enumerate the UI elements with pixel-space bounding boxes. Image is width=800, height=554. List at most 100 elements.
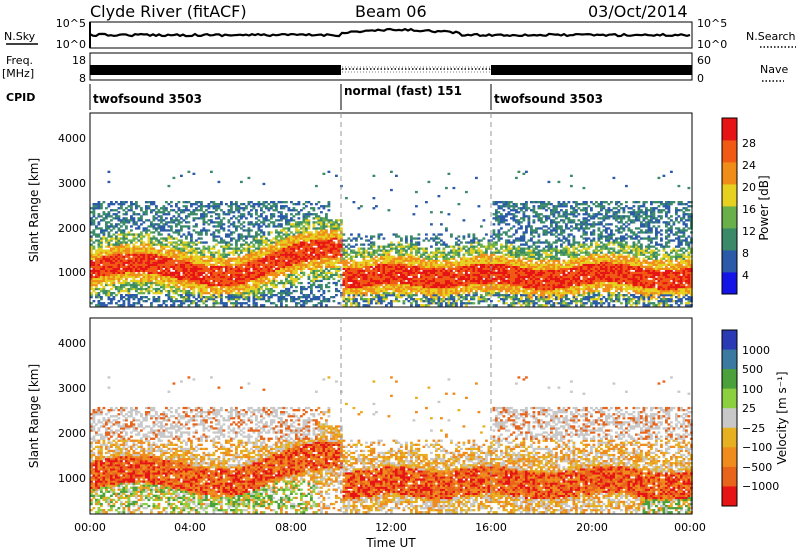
power-data-cell: [167, 211, 171, 214]
power-data-cell: [257, 281, 261, 285]
power-data-cell: [290, 239, 293, 242]
power-data-cell: [190, 249, 193, 252]
power-data-cell: [252, 271, 256, 274]
power-data-cell: [160, 281, 163, 285]
power-data-cell: [270, 253, 273, 256]
power-data-cell: [147, 273, 151, 277]
power-data-cell: [167, 281, 171, 285]
power-data-cell: [165, 223, 168, 226]
power-data-cell: [100, 241, 103, 244]
power-data-cell: [237, 283, 241, 287]
power-data-cell: [420, 287, 423, 291]
power-data-cell: [97, 273, 101, 277]
power-data-cell: [180, 229, 183, 232]
power-data-cell: [140, 281, 143, 285]
power-data-cell: [250, 259, 253, 262]
power-data-cell: [197, 267, 201, 270]
power-data-cell: [300, 241, 303, 244]
power-data-cell: [127, 261, 131, 264]
power-data-cell: [437, 304, 441, 307]
power-data-cell: [157, 253, 161, 256]
power-data-cell: [472, 255, 476, 258]
power-data-cell: [350, 292, 353, 295]
power-data-cell: [267, 207, 271, 210]
power-data-cell: [322, 237, 326, 240]
power-data-cell: [232, 285, 236, 289]
power-data-cell: [322, 275, 326, 279]
power-data-cell: [200, 217, 203, 220]
power-data-cell: [202, 255, 206, 258]
power-data-cell: [287, 219, 291, 222]
power-data-cell: [157, 283, 161, 287]
power-data-cell: [110, 300, 113, 303]
power-data-cell: [155, 298, 158, 301]
power-data-cell: [102, 255, 106, 258]
power-data-cell: [412, 298, 416, 301]
power-data-cell: [150, 257, 153, 260]
power-data-cell: [307, 275, 311, 279]
power-data-cell: [237, 271, 241, 274]
power-data-cell: [337, 227, 341, 230]
power-data-cell: [105, 265, 108, 268]
power-data-cell: [250, 235, 253, 238]
power-data-cell: [270, 207, 273, 210]
power-data-cell: [125, 247, 128, 250]
power-data-cell: [362, 273, 366, 277]
power-data-cell: [110, 259, 113, 262]
power-data-cell: [427, 267, 431, 270]
power-data-cell: [272, 273, 276, 277]
power-data-cell: [282, 237, 286, 240]
power-data-cell: [465, 245, 468, 248]
power-data-cell: [415, 249, 418, 252]
power-data-cell: [245, 261, 248, 264]
power-data-cell: [245, 263, 248, 266]
power-data-cell: [320, 241, 323, 244]
power-data-cell: [222, 241, 226, 244]
power-data-cell: [452, 253, 456, 256]
power-data-cell: [165, 261, 168, 264]
power-data-cell: [335, 265, 338, 268]
power-data-cell: [200, 251, 203, 254]
power-data-cell: [325, 243, 328, 246]
power-data-cell: [222, 281, 226, 285]
power-data-cell: [422, 249, 426, 252]
power-data-cell: [405, 298, 408, 301]
power-data-cell: [410, 235, 413, 238]
power-data-cell: [447, 261, 451, 264]
power-data-cell: [412, 213, 416, 216]
power-data-cell: [410, 247, 413, 250]
power-data-cell: [340, 243, 343, 246]
power-data-cell: [137, 287, 141, 291]
power-data-cell: [452, 255, 456, 258]
power-data-cell: [307, 239, 311, 242]
power-data-cell: [412, 279, 416, 283]
power-data-cell: [440, 211, 443, 214]
power-data-cell: [275, 241, 278, 244]
power-data-cell: [380, 269, 383, 272]
power-data-cell: [117, 300, 121, 303]
power-data-cell: [145, 283, 148, 287]
power-data-cell: [225, 289, 228, 293]
power-data-cell: [240, 287, 243, 291]
power-data-cell: [260, 213, 263, 216]
power-data-cell: [297, 302, 301, 305]
power-data-cell: [245, 302, 248, 305]
power-data-cell: [112, 251, 116, 254]
power-data-cell: [310, 261, 313, 264]
power-data-cell: [262, 203, 266, 206]
power-data-cell: [132, 261, 136, 264]
power-data-cell: [437, 247, 441, 250]
power-data-cell: [197, 271, 201, 274]
power-data-cell: [440, 243, 443, 246]
power-data-cell: [137, 273, 141, 277]
power-data-cell: [312, 304, 316, 307]
power-data-cell: [287, 235, 291, 238]
power-data-cell: [180, 243, 183, 246]
power-data-cell: [162, 279, 166, 283]
power-data-cell: [152, 209, 156, 212]
power-data-cell: [245, 279, 248, 283]
power-data-cell: [445, 283, 448, 287]
power-data-cell: [242, 285, 246, 289]
power-data-cell: [192, 255, 196, 258]
power-data-cell: [355, 239, 358, 242]
